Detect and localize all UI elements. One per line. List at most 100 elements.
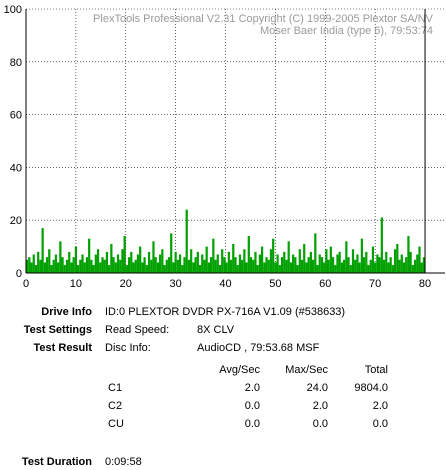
row-c2-max: 2.0 xyxy=(312,400,328,412)
c1-bar xyxy=(123,236,126,273)
c1-bar xyxy=(83,262,86,273)
c1-bar xyxy=(59,241,62,273)
c1-bar xyxy=(147,251,151,273)
c1-bar xyxy=(216,254,219,273)
c1-bar xyxy=(96,249,100,273)
c1-bar xyxy=(234,257,237,273)
c1-bar xyxy=(43,262,46,273)
drive-info-label: Drive Info xyxy=(41,306,92,318)
c1-bar xyxy=(254,251,257,273)
read-speed-label: Read Speed: xyxy=(105,324,170,336)
c1-bar xyxy=(411,265,414,273)
c1-bar xyxy=(336,254,339,273)
c1-bar xyxy=(249,257,253,273)
x-tick-label: 60 xyxy=(319,278,331,290)
row-c1-max: 24.0 xyxy=(306,382,328,394)
row-cu-avg: 0.0 xyxy=(244,418,260,430)
c1-bar xyxy=(212,238,215,273)
c1-bar xyxy=(159,254,162,273)
c1-bar xyxy=(183,257,186,273)
c1-bar xyxy=(360,238,363,273)
c1-bar xyxy=(362,257,366,273)
c1-bar xyxy=(422,257,426,273)
c1-bar xyxy=(367,265,370,273)
c1-bar xyxy=(229,259,233,273)
y-tick-label: 100 xyxy=(4,4,22,16)
c1-bar xyxy=(345,241,348,273)
x-tick-label: 40 xyxy=(219,278,231,290)
c1-bar xyxy=(201,254,204,273)
c1-bar xyxy=(307,257,310,273)
c1-bar xyxy=(400,254,403,273)
c1-bar xyxy=(280,257,284,273)
c1-bar xyxy=(210,257,213,273)
c1-bar xyxy=(134,259,137,273)
c1-bar xyxy=(41,228,44,273)
read-speed-value: 8X CLV xyxy=(197,324,235,336)
c1-bar xyxy=(94,254,97,273)
c1-bar xyxy=(30,262,33,273)
c1-bar xyxy=(349,265,352,273)
c1-bar xyxy=(61,257,64,273)
c1-bar xyxy=(413,259,417,273)
c1-bar xyxy=(90,259,93,273)
c1-bar xyxy=(63,265,66,273)
c1-bar xyxy=(105,251,109,273)
c1-bar xyxy=(305,262,308,273)
test-result-label: Test Result xyxy=(33,342,92,354)
c1-bar xyxy=(92,265,95,273)
c1-bar xyxy=(409,251,412,273)
c1-bar xyxy=(394,249,397,273)
c1-bar xyxy=(57,262,60,273)
c1-bar xyxy=(283,251,286,273)
c1-bar xyxy=(225,262,228,273)
c1-bar xyxy=(119,259,122,273)
c1-bar xyxy=(176,259,179,273)
c1-bar xyxy=(79,259,82,273)
c1-bar xyxy=(269,249,273,273)
c1-bar xyxy=(358,262,361,273)
c1-bar xyxy=(72,257,75,273)
c1-bar xyxy=(325,249,328,273)
c1-bar xyxy=(192,262,195,273)
c1-bar xyxy=(252,259,255,273)
c1-bar xyxy=(156,262,160,273)
c1-bar xyxy=(323,262,326,273)
c1-bar xyxy=(221,249,224,273)
c1-bar xyxy=(174,251,177,273)
c1-bar xyxy=(376,254,379,273)
c1-bar xyxy=(378,257,381,273)
c1-bar xyxy=(369,259,372,273)
row-c2-total: 2.0 xyxy=(372,400,388,412)
c1-bar xyxy=(391,265,395,273)
c1-bar xyxy=(314,233,317,273)
c1-bar xyxy=(121,249,124,273)
row-c2-avg: 0.0 xyxy=(244,400,260,412)
c1-bar xyxy=(136,254,140,273)
c1-bar xyxy=(418,246,421,273)
c1-bar xyxy=(316,265,319,273)
x-tick-label: 30 xyxy=(170,278,182,290)
c1-bar xyxy=(343,259,346,273)
c1-bar xyxy=(303,243,306,273)
c1-bar xyxy=(207,262,211,273)
c1-bar xyxy=(68,251,71,273)
c1-bar xyxy=(296,265,299,273)
c1-bar xyxy=(26,259,29,273)
c1-bar xyxy=(127,257,131,273)
c1-bar xyxy=(331,257,335,273)
disc-info-value: AudioCD , 79:53.68 MSF xyxy=(197,342,320,354)
x-tick-label: 10 xyxy=(70,278,82,290)
c1-bar xyxy=(285,259,288,273)
c1-bar xyxy=(365,251,368,273)
c1-bar xyxy=(70,262,73,273)
drive-info-value: ID:0 PLEXTOR DVDR PX-716A V1.09 (#538633… xyxy=(105,306,346,318)
x-tick-label: 80 xyxy=(419,278,431,290)
c1-bar xyxy=(247,236,250,273)
c1-bar xyxy=(407,236,410,273)
c1-bar xyxy=(99,262,102,273)
c1-bar xyxy=(416,254,419,273)
c1-bar xyxy=(402,262,406,273)
c1-bar xyxy=(143,257,146,273)
x-tick-label: 0 xyxy=(23,278,29,290)
